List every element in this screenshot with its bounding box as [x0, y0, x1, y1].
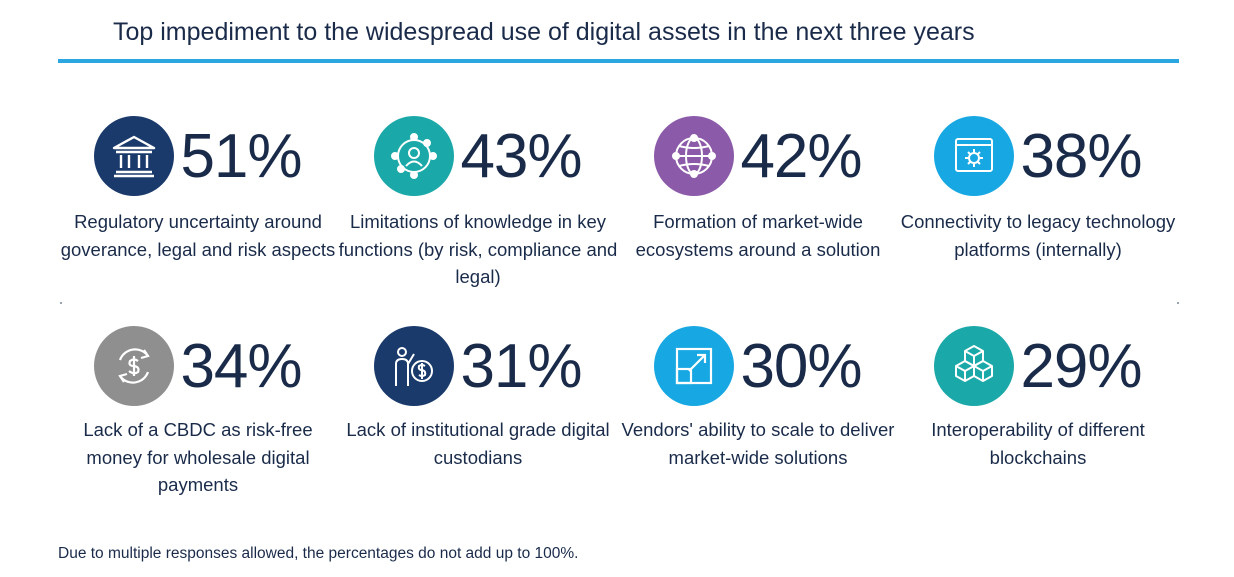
- stat-label: Lack of institutional grade digital cust…: [346, 419, 610, 468]
- dollar-exchange-icon: [94, 326, 175, 406]
- stat-card: 38% Connectivity to legacy technology pl…: [898, 108, 1178, 318]
- stat-card: 43% Limitations of knowledge in key func…: [338, 108, 618, 318]
- stat-card: 51% Regulatory uncertainty around govera…: [58, 108, 338, 318]
- people-network-icon: [374, 116, 455, 196]
- stat-card: 42% Formation of market-wide ecosystems …: [618, 108, 898, 318]
- percent-value: 43%: [460, 121, 582, 191]
- stat-label: Interoperability of different blockchain…: [931, 419, 1145, 468]
- divider-dot: [60, 302, 62, 304]
- percent-value: 29%: [1020, 331, 1142, 401]
- percent-value: 34%: [180, 331, 302, 401]
- stat-label: Limitations of knowledge in key function…: [338, 211, 618, 287]
- divider-dot: [1177, 302, 1179, 304]
- percent-value: 31%: [460, 331, 582, 401]
- footnote: Due to multiple responses allowed, the p…: [58, 545, 579, 562]
- percent-value: 51%: [180, 121, 302, 191]
- scale-arrow-icon: [654, 326, 735, 406]
- gear-window-icon: [934, 116, 1015, 196]
- stat-card: 29% Interoperability of different blockc…: [898, 318, 1178, 508]
- title-underline: [58, 59, 1179, 63]
- stat-label: Connectivity to legacy technology platfo…: [900, 211, 1176, 260]
- percent-value: 38%: [1020, 121, 1142, 191]
- stat-card: 34% Lack of a CBDC as risk-free money fo…: [58, 318, 338, 508]
- bank-building-icon: [94, 116, 175, 196]
- person-coin-icon: [374, 326, 455, 406]
- stat-card: 30% Vendors' ability to scale to deliver…: [618, 318, 898, 508]
- stat-card: 31% Lack of institutional grade digital …: [338, 318, 618, 508]
- cubes-icon: [934, 326, 1015, 406]
- stat-label: Vendors' ability to scale to deliver mar…: [621, 419, 895, 468]
- stat-label: Lack of a CBDC as risk-free money for wh…: [83, 419, 313, 495]
- stat-label: Formation of market-wide ecosystems arou…: [635, 211, 881, 260]
- page-title: Top impediment to the widespread use of …: [113, 18, 975, 46]
- globe-network-icon: [654, 116, 735, 196]
- percent-value: 30%: [740, 331, 862, 401]
- stat-label: Regulatory uncertainty around goverance,…: [60, 211, 336, 260]
- stats-grid: 51% Regulatory uncertainty around govera…: [58, 108, 1179, 508]
- percent-value: 42%: [740, 121, 862, 191]
